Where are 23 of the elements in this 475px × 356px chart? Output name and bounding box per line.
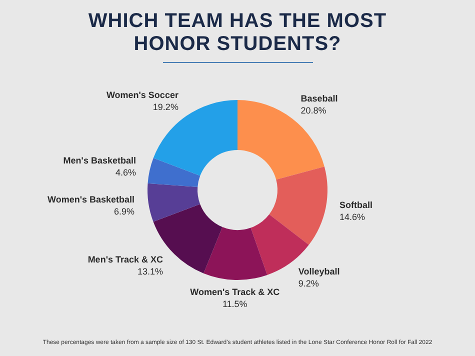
donut-slice <box>238 100 324 180</box>
slice-label: Women's Track & XC <box>190 286 280 297</box>
data-label: 19.2% <box>152 102 178 112</box>
slice-label: Men's Basketball <box>63 156 136 166</box>
slice-label: Volleyball <box>298 266 340 277</box>
chart-title: WHICH TEAM HAS THE MOST HONOR STUDENTS? <box>88 10 388 56</box>
data-label: 4.6% <box>115 168 136 178</box>
donut-slice <box>148 158 200 188</box>
donut-slice <box>269 166 328 245</box>
data-label: 6.9% <box>114 206 135 216</box>
donut-slice <box>153 100 238 176</box>
slice-label: Baseball <box>300 93 338 104</box>
slice-label: Softball <box>340 200 372 210</box>
data-label: 9.2% <box>298 278 319 289</box>
data-label: 14.6% <box>340 212 366 222</box>
slice-label: Men's Track & XC <box>88 254 164 264</box>
data-label: 20.8% <box>300 105 326 116</box>
slice-label: Women's Basketball <box>48 194 135 204</box>
donut-slice <box>204 227 268 280</box>
slice-label: Women's Soccer <box>106 90 179 100</box>
data-label: 11.5% <box>222 298 248 309</box>
donut-slice <box>148 183 200 222</box>
data-label: 13.1% <box>137 266 163 276</box>
